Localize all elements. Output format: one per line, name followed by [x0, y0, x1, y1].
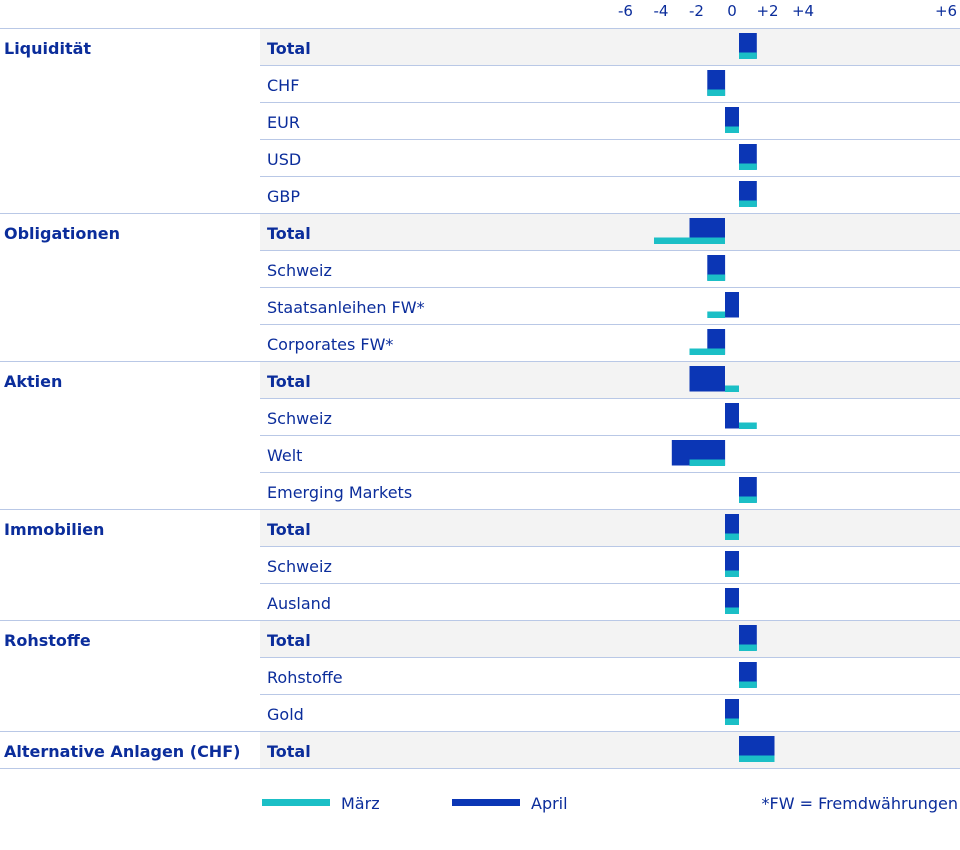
bar-maerz [739, 681, 757, 688]
row-label-total: Total [267, 631, 311, 650]
group-label: Aktien [4, 372, 62, 391]
bar-april [739, 477, 757, 503]
bar-maerz [739, 496, 757, 503]
row-label: GBP [267, 187, 300, 206]
row-label: EUR [267, 113, 300, 132]
row-label: Corporates FW* [267, 335, 393, 354]
group-label: Rohstoffe [4, 631, 91, 650]
bar-maerz [725, 385, 739, 392]
bar-maerz [725, 126, 739, 133]
x-tick-label: +6 [935, 2, 957, 20]
bar-april [739, 33, 757, 59]
group-label: Obligationen [4, 224, 120, 243]
row-label-total: Total [267, 224, 311, 243]
total-row-background [260, 361, 960, 398]
bar-maerz [739, 755, 775, 762]
bar-april [725, 699, 739, 725]
bar-april [739, 181, 757, 207]
bar-april [725, 403, 739, 429]
bar-april [707, 255, 726, 281]
bar-april [707, 329, 726, 355]
bar-maerz [654, 237, 725, 244]
bar-maerz [725, 570, 739, 577]
total-row-background [260, 731, 960, 768]
group-label: Alternative Anlagen (CHF) [4, 742, 240, 761]
bar-maerz [725, 607, 739, 614]
bar-april [725, 551, 739, 577]
group-label: Liquidität [4, 39, 91, 58]
bar-maerz [725, 533, 739, 540]
legend-label: April [531, 794, 568, 813]
row-label: Schweiz [267, 557, 332, 576]
row-label: USD [267, 150, 301, 169]
legend-label: März [341, 794, 380, 813]
row-label: Rohstoffe [267, 668, 343, 687]
bar-maerz [739, 52, 757, 59]
bar-maerz [707, 311, 726, 318]
bar-april [739, 625, 757, 651]
bar-maerz [739, 422, 757, 429]
row-label: Schweiz [267, 409, 332, 428]
x-tick-label: -2 [689, 2, 704, 20]
row-label-total: Total [267, 39, 311, 58]
bar-maerz [707, 89, 726, 96]
total-row-background [260, 620, 960, 657]
row-label: CHF [267, 76, 299, 95]
x-tick-label: 0 [727, 2, 737, 20]
bar-maerz [725, 718, 739, 725]
row-label: Ausland [267, 594, 331, 613]
bar-april [739, 144, 757, 170]
bar-april [689, 366, 725, 392]
total-row-background [260, 509, 960, 546]
bar-maerz [689, 348, 725, 355]
bar-maerz [739, 200, 757, 207]
bar-maerz [689, 459, 725, 466]
bar-maerz [707, 274, 726, 281]
x-tick-label: +4 [792, 2, 814, 20]
row-label-total: Total [267, 520, 311, 539]
footnote: *FW = Fremdwährungen [762, 794, 958, 813]
row-label: Emerging Markets [267, 483, 412, 502]
bar-april [707, 70, 726, 96]
x-tick-label: -6 [618, 2, 633, 20]
row-label-total: Total [267, 742, 311, 761]
row-label-total: Total [267, 372, 311, 391]
legend-swatch [452, 799, 520, 806]
row-label: Welt [267, 446, 302, 465]
row-label: Gold [267, 705, 304, 724]
bar-april [739, 662, 757, 688]
total-row-background [260, 213, 960, 250]
row-label: Schweiz [267, 261, 332, 280]
bar-april [725, 588, 739, 614]
x-tick-label: +2 [756, 2, 778, 20]
bar-april [725, 292, 739, 318]
x-tick-label: -4 [654, 2, 669, 20]
bar-maerz [739, 644, 757, 651]
bar-april [725, 514, 739, 540]
bar-april [725, 107, 739, 133]
row-label: Staatsanleihen FW* [267, 298, 425, 317]
legend-swatch [262, 799, 330, 806]
total-row-background [260, 28, 960, 65]
bar-maerz [739, 163, 757, 170]
group-label: Immobilien [4, 520, 104, 539]
